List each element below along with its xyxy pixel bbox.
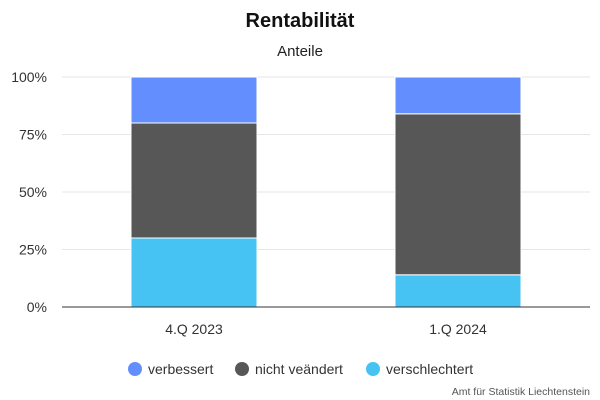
bar-verschlechtert-1-q-2024 xyxy=(394,274,522,308)
bar-nicht-veandert-4-q-2023 xyxy=(130,122,258,239)
y-tick-label-0: 0% xyxy=(27,299,47,315)
bar-verbessert-1-q-2024 xyxy=(394,76,522,115)
bar-verschlechtert-4-q-2023 xyxy=(130,237,258,308)
legend-marker-verschlechtert xyxy=(366,362,380,376)
chart-title: Rentabilität xyxy=(246,10,355,32)
legend-marker-nicht-veandert xyxy=(235,362,249,376)
x-tick-label-4-q-2023: 4.Q 2023 xyxy=(165,321,223,337)
bars-layer xyxy=(130,76,522,308)
legend-label-verbessert: verbessert xyxy=(148,361,213,377)
legend-item-verschlechtert[interactable]: verschlechtert xyxy=(366,361,473,377)
chart-subtitle: Anteile xyxy=(277,43,323,60)
axis-layer: 0% 25% 50% 75% 100% 4.Q 2023 1.Q 2024 xyxy=(11,69,590,337)
legend-marker-verbessert xyxy=(128,362,142,376)
y-tick-label-25: 25% xyxy=(19,242,47,258)
legend-item-nicht-veandert[interactable]: nicht veändert xyxy=(235,361,343,377)
bar-verbessert-4-q-2023 xyxy=(130,76,258,124)
bar-nicht-veandert-1-q-2024 xyxy=(394,113,522,276)
legend: verbessert nicht veändert verschlechtert xyxy=(128,361,473,377)
legend-label-verschlechtert: verschlechtert xyxy=(386,361,473,377)
legend-label-nicht-veandert: nicht veändert xyxy=(255,361,343,377)
y-tick-label-50: 50% xyxy=(19,184,47,200)
chart-credit: Amt für Statistik Liechtenstein xyxy=(452,386,590,398)
legend-item-verbessert[interactable]: verbessert xyxy=(128,361,213,377)
x-tick-label-1-q-2024: 1.Q 2024 xyxy=(429,321,487,337)
y-tick-label-100: 100% xyxy=(11,69,47,85)
y-tick-label-75: 75% xyxy=(19,127,47,143)
